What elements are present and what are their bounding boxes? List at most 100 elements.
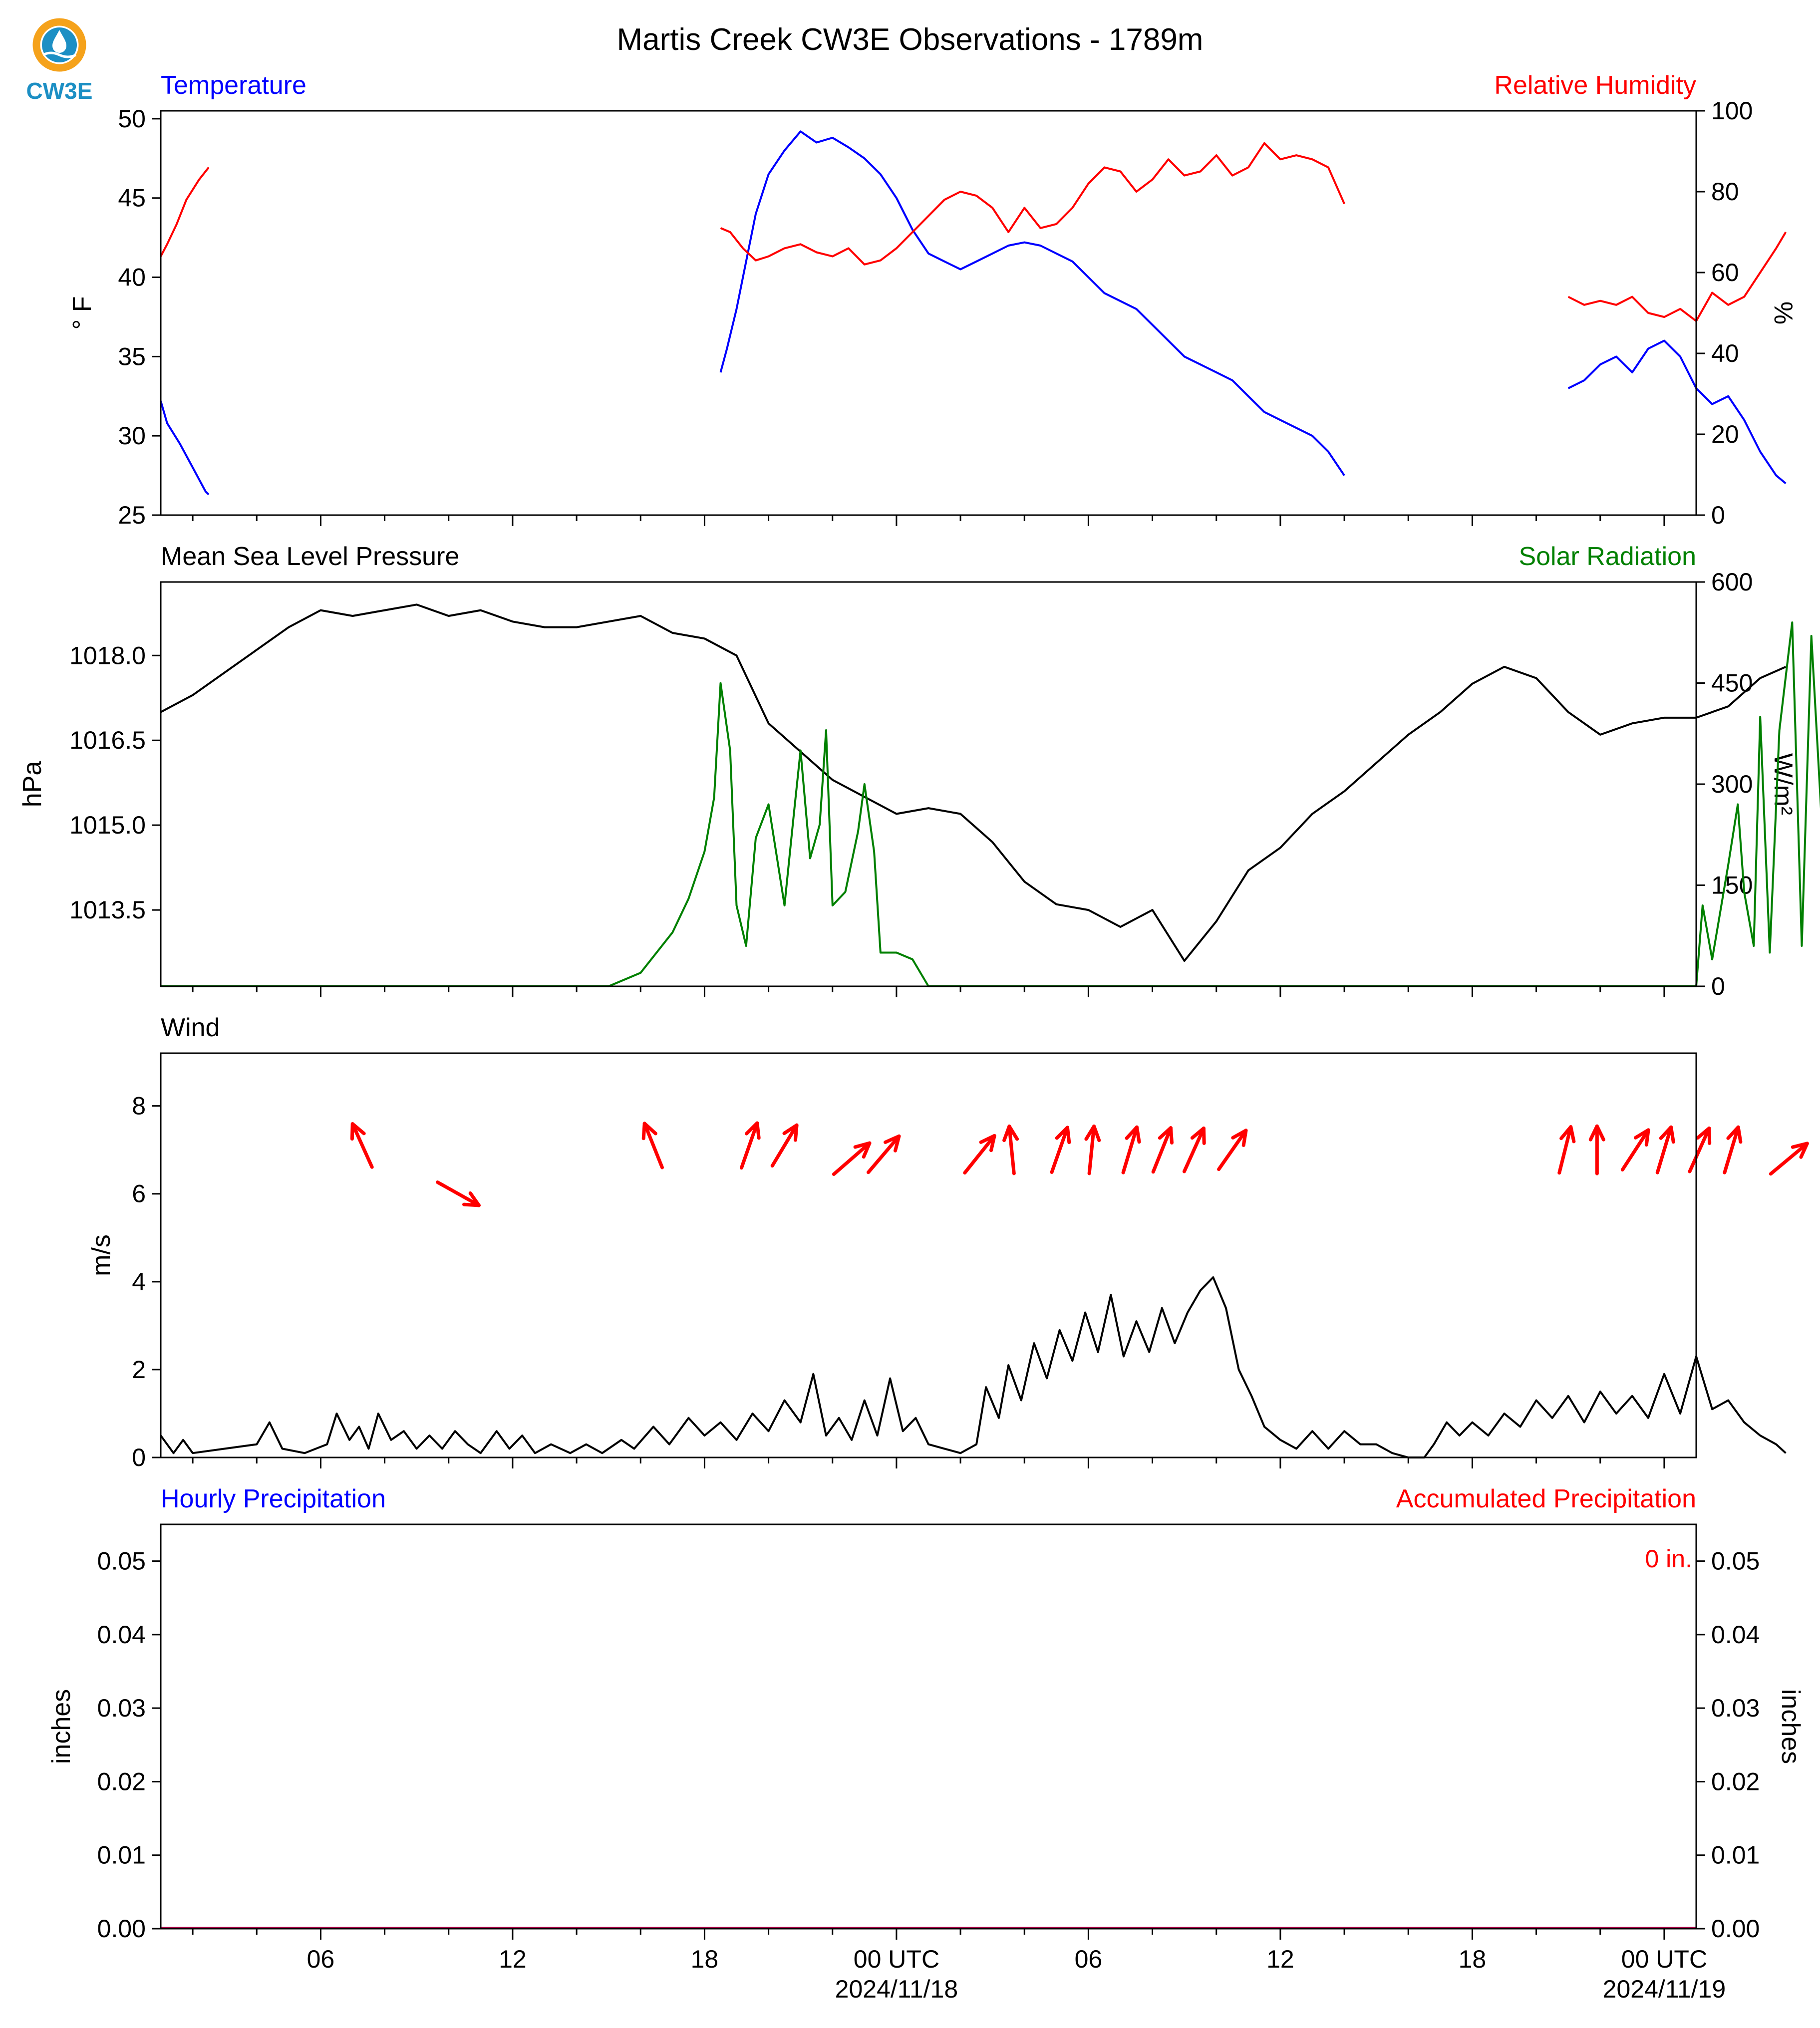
y-tick-label-left: 4 [132, 1268, 146, 1296]
y-tick-label-right: 450 [1711, 669, 1753, 697]
y-tick-label-right: 0.05 [1711, 1547, 1760, 1575]
wind-arrow-shaft [1121, 1125, 1139, 1174]
wind-arrow-shaft [1557, 1125, 1573, 1175]
wind-arrow-shaft [1620, 1128, 1650, 1172]
plot-frame [160, 110, 1697, 516]
y-tick-label-right: 150 [1711, 871, 1753, 899]
y-ticks-right: 0 20 40 60 80 100 [1696, 97, 1753, 529]
x-tick-label: 00 UTC [1621, 1945, 1707, 1973]
series-lines [160, 1276, 1787, 1458]
y-tick-label-right: 0.00 [1711, 1915, 1760, 1943]
wind-arrow-head [884, 1134, 901, 1153]
plot-frame [160, 1523, 1697, 1930]
y-ticks-left: 0.00 0.01 0.02 0.03 0.04 0.05 [97, 1547, 161, 1943]
wind-arrow-head [1002, 1124, 1019, 1143]
plot-frame [160, 581, 1697, 987]
wind-arrow-head [1726, 1125, 1743, 1144]
y-tick-label-left: 1016.5 [69, 726, 146, 754]
y-tick-label-left: 0.05 [97, 1547, 146, 1575]
y-tick-label-right: 0 [1711, 501, 1725, 529]
panel-title-hourly-precip: Hourly Precipitation [161, 1484, 386, 1513]
x-tick-date-label: 2024/11/18 [835, 1975, 958, 2003]
wind-arrow-shaft [739, 1121, 759, 1170]
panel-pressure-solar: Mean Sea Level Pressure Solar Radiation … [18, 542, 1820, 1000]
wind-arrow [1688, 1126, 1712, 1173]
wind-arrow-head [1696, 1126, 1712, 1145]
wind-arrow [350, 1122, 374, 1169]
accumulated-total-label: 0 in. [1645, 1545, 1692, 1573]
wind-arrow-head [1559, 1125, 1576, 1144]
wind-arrow-head [782, 1123, 799, 1142]
y-tick-label-left: 35 [118, 342, 146, 370]
panel-title-humidity: Relative Humidity [1494, 71, 1696, 100]
y-tick-label-left: 50 [118, 105, 146, 133]
y-tick-label-left: 25 [118, 501, 146, 529]
panel-title-solar: Solar Radiation [1518, 542, 1696, 571]
y-tick-label-right: 0.04 [1711, 1621, 1760, 1649]
cw3e-logo: CW3E [26, 18, 92, 104]
wind-arrow-shaft [1182, 1126, 1206, 1173]
y-tick-label-left: 0.03 [97, 1694, 146, 1722]
x-tick-label: 18 [691, 1945, 719, 1973]
y-tick-label-left: 1015.0 [69, 811, 146, 839]
wind-arrow-head [1791, 1142, 1809, 1159]
x-tick-label: 06 [1075, 1945, 1103, 1973]
wind-arrow-head [641, 1122, 657, 1141]
y-tick-label-left: 1013.5 [69, 896, 146, 924]
wind-arrow-shaft [963, 1134, 996, 1175]
y-ticks-left: 25 30 35 40 45 50 [118, 105, 161, 529]
wind-arrow [1588, 1124, 1605, 1175]
wind-arrow-shaft [350, 1122, 374, 1169]
x-tick-date-label: 2024/11/19 [1603, 1975, 1726, 2003]
y-axis-label-wind: m/s [87, 1234, 116, 1276]
wind-arrow-head [1634, 1128, 1650, 1147]
y-tick-label-left: 0.01 [97, 1841, 146, 1869]
panel-title-temperature: Temperature [161, 71, 306, 100]
plot-frame [160, 1052, 1697, 1458]
y-tick-label-left: 1018.0 [69, 641, 146, 669]
wind-arrow [739, 1121, 761, 1170]
wind-arrow [1182, 1126, 1206, 1173]
temperature-line [160, 400, 210, 496]
y-tick-label-left: 45 [118, 184, 146, 212]
y-tick-label-right: 600 [1711, 568, 1753, 596]
x-tick-label: 12 [499, 1945, 527, 1973]
y-tick-label-left: 0 [132, 1444, 146, 1471]
humidity-line [720, 142, 1345, 266]
wind-arrow-shaft [1217, 1129, 1248, 1171]
wind_speed-line [160, 1276, 1787, 1458]
y-tick-label-right: 60 [1711, 259, 1739, 287]
x-ticks [192, 1457, 1665, 1468]
x-ticks [192, 986, 1665, 997]
wind-arrow-shaft [1688, 1126, 1711, 1173]
wind-arrow-shaft [1151, 1126, 1173, 1174]
wind-arrow [641, 1122, 664, 1169]
wind-arrow [1050, 1126, 1071, 1174]
wind-arrow-head [1084, 1124, 1101, 1143]
y-tick-label-right: 100 [1711, 97, 1753, 125]
wind-arrow [1655, 1125, 1675, 1174]
wind-arrow [1002, 1124, 1019, 1175]
y-axis-label-accum-precip: inches [1776, 1689, 1805, 1764]
logo-wave [42, 51, 77, 58]
wind-arrow-head [1231, 1129, 1248, 1147]
panel-title-accum-precip: Accumulated Precipitation [1396, 1484, 1696, 1513]
wind-arrow [963, 1134, 996, 1175]
solar-line [161, 621, 1820, 987]
wind-arrow-shaft [770, 1123, 799, 1168]
wind-arrow-head [1125, 1125, 1141, 1144]
wind-arrow-shaft [1050, 1126, 1069, 1174]
wind-arrow-shaft [1007, 1124, 1016, 1175]
wind-arrow [1121, 1125, 1141, 1174]
humidity-line [1567, 231, 1787, 322]
y-tick-label-right: 40 [1711, 339, 1739, 367]
wind-arrow-shaft [1723, 1125, 1740, 1174]
pressure-line [160, 603, 1787, 962]
panel-wind: Wind m/s 0 2 4 6 8 [87, 1013, 1809, 1471]
wind-arrow [1557, 1125, 1576, 1175]
series-lines [160, 130, 1787, 496]
y-tick-label-right: 0.03 [1711, 1694, 1760, 1722]
y-axis-label-temperature: ° F [68, 296, 97, 329]
